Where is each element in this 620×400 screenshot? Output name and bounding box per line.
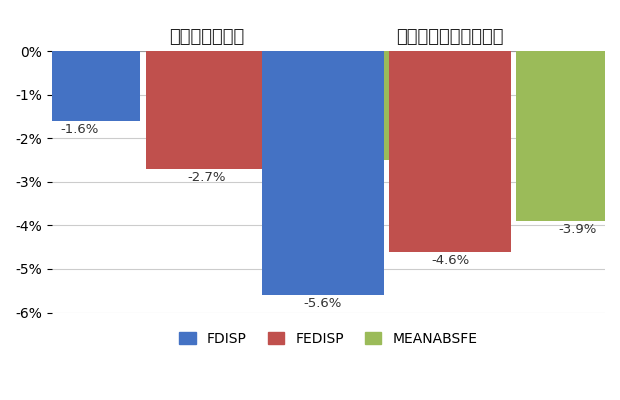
Bar [273,51,395,160]
Text: 業況の不確実性: 業況の不確実性 [169,28,244,46]
Bar [19,51,140,121]
Bar [516,51,620,221]
Text: -2.7%: -2.7% [187,171,226,184]
Bar [262,51,384,295]
Text: 設備過不足の不確実性: 設備過不足の不確実性 [396,28,504,46]
Bar [389,51,511,252]
Text: -2.5%: -2.5% [314,162,353,175]
Bar [146,51,267,169]
Text: -1.6%: -1.6% [60,123,99,136]
Text: -5.6%: -5.6% [304,297,342,310]
Legend: FDISP, FEDISP, MEANABSFE: FDISP, FEDISP, MEANABSFE [172,325,484,353]
Text: -3.9%: -3.9% [558,223,596,236]
Text: -4.6%: -4.6% [431,254,469,267]
